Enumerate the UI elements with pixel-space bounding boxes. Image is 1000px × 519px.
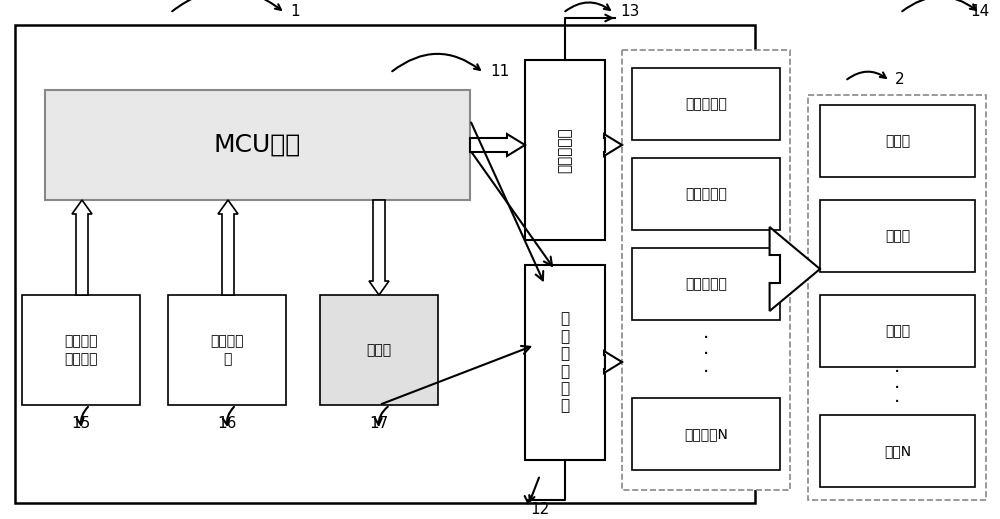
Polygon shape xyxy=(369,200,389,295)
Bar xyxy=(525,265,605,460)
Bar xyxy=(632,68,780,140)
Polygon shape xyxy=(604,134,622,156)
Text: 电池反接
检测电路: 电池反接 检测电路 xyxy=(64,334,98,366)
Text: 直流充电器: 直流充电器 xyxy=(558,127,572,173)
Text: 恒压负载一: 恒压负载一 xyxy=(685,97,727,111)
Text: 继
电
器
组
模
块: 继 电 器 组 模 块 xyxy=(560,311,570,414)
Bar xyxy=(632,158,780,230)
Polygon shape xyxy=(770,227,820,311)
Text: 12: 12 xyxy=(530,502,549,517)
Bar xyxy=(525,60,605,240)
Text: MCU模块: MCU模块 xyxy=(214,133,301,157)
Text: 16: 16 xyxy=(217,416,237,430)
Text: ·: · xyxy=(894,378,901,398)
Bar xyxy=(45,90,470,200)
Text: 电池N: 电池N xyxy=(884,444,911,458)
Text: ·: · xyxy=(703,346,709,364)
Text: 恒压负载N: 恒压负载N xyxy=(684,427,728,441)
Text: 电池三: 电池三 xyxy=(885,324,910,338)
Bar xyxy=(632,398,780,470)
Polygon shape xyxy=(470,134,525,156)
Text: 电池二: 电池二 xyxy=(885,229,910,243)
Text: 11: 11 xyxy=(490,64,509,79)
Bar xyxy=(632,248,780,320)
Bar xyxy=(820,105,975,177)
Text: 15: 15 xyxy=(71,416,91,430)
Bar xyxy=(820,295,975,367)
Text: ·: · xyxy=(894,393,901,413)
Bar xyxy=(15,25,755,503)
Text: ·: · xyxy=(703,362,709,381)
Text: 数据采集
器: 数据采集 器 xyxy=(210,334,244,366)
Bar xyxy=(320,295,438,405)
Text: 17: 17 xyxy=(369,416,389,430)
Bar xyxy=(808,95,986,500)
Text: 14: 14 xyxy=(971,5,990,20)
Text: 恒压负载三: 恒压负载三 xyxy=(685,277,727,291)
Text: ·: · xyxy=(703,329,709,348)
Bar xyxy=(622,50,790,490)
Polygon shape xyxy=(72,200,92,295)
Text: 恒压负载二: 恒压负载二 xyxy=(685,187,727,201)
Bar xyxy=(22,295,140,405)
Text: 电池一: 电池一 xyxy=(885,134,910,148)
Text: 1: 1 xyxy=(290,5,300,20)
Text: 13: 13 xyxy=(620,5,639,20)
Bar xyxy=(820,200,975,272)
Text: 显示屏: 显示屏 xyxy=(366,343,392,357)
Text: 2: 2 xyxy=(895,73,905,88)
Text: ·: · xyxy=(894,363,901,383)
Bar xyxy=(168,295,286,405)
Polygon shape xyxy=(604,351,622,373)
Polygon shape xyxy=(218,200,238,295)
Bar xyxy=(820,415,975,487)
